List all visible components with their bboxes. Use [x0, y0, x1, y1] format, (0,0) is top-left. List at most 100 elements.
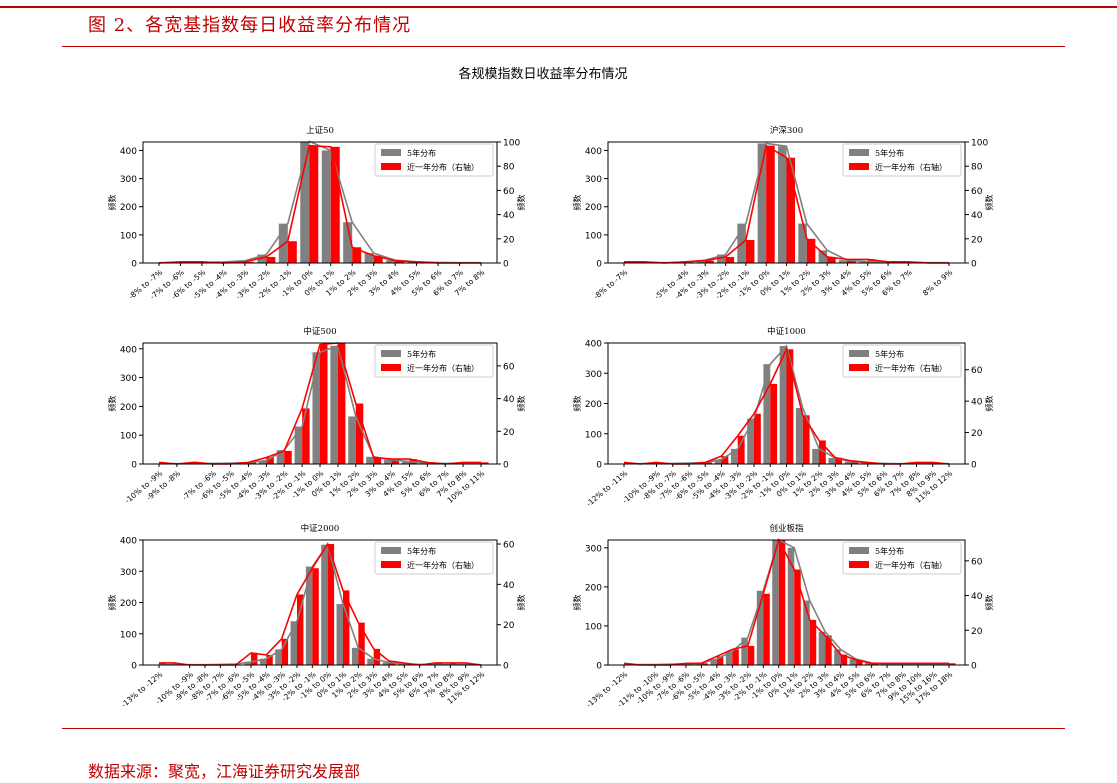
- bar-5yr: [384, 459, 392, 464]
- legend-swatch-5yr: [849, 149, 869, 156]
- x-tick-label: 8% to 9%: [921, 268, 954, 298]
- bar-1yr: [352, 247, 362, 263]
- bar-1yr: [701, 663, 708, 665]
- left-tick-label: 300: [120, 175, 137, 185]
- bar-5yr: [756, 590, 764, 665]
- bar-1yr: [794, 569, 801, 665]
- right-tick-label: 20: [971, 235, 983, 245]
- left-tick-label: 400: [120, 147, 137, 157]
- bar-1yr: [835, 457, 843, 464]
- right-tick-label: 40: [503, 211, 515, 221]
- left-tick-label: 0: [596, 662, 602, 672]
- bar-5yr: [258, 460, 267, 464]
- legend-swatch-5yr: [381, 547, 401, 554]
- right-tick-label: 80: [503, 163, 515, 173]
- right-tick-label: 0: [971, 461, 977, 471]
- bar-5yr: [865, 663, 872, 665]
- legend-swatch-5yr: [849, 350, 869, 357]
- bar-1yr: [297, 594, 304, 665]
- bar-1yr: [302, 408, 310, 464]
- bar-1yr: [481, 462, 489, 464]
- right-tick-label: 0: [503, 662, 509, 672]
- right-tick-label: 20: [971, 627, 983, 637]
- right-tick-label: 20: [503, 621, 515, 631]
- legend-label-1yr: 近一年分布（右轴）: [407, 560, 479, 570]
- bar-1yr: [705, 260, 714, 263]
- left-tick-label: 400: [120, 345, 137, 355]
- bar-5yr: [300, 141, 310, 263]
- legend-box: [374, 143, 494, 177]
- legend-box: [374, 541, 494, 575]
- legend-label-5yr: 5年分布: [875, 349, 904, 359]
- right-tick-label: 60: [503, 187, 515, 197]
- bar-1yr: [343, 590, 350, 665]
- right-tick-label: 0: [503, 461, 509, 471]
- left-tick-label: 100: [585, 231, 602, 241]
- bar-5yr: [725, 651, 733, 665]
- bar-5yr: [710, 659, 717, 665]
- bar-5yr: [803, 600, 810, 665]
- legend-swatch-1yr: [849, 561, 869, 568]
- plot-frame: [607, 539, 966, 666]
- bar-5yr: [366, 456, 374, 464]
- bar-1yr: [266, 256, 276, 263]
- left-tick-label: 0: [131, 662, 137, 672]
- legend-label-5yr: 5年分布: [875, 546, 904, 556]
- bar-5yr: [787, 547, 795, 665]
- bar-5yr: [367, 658, 374, 665]
- ylabel-right: 频数: [516, 595, 526, 611]
- ylabel-right: 频数: [516, 195, 526, 211]
- bar-5yr: [364, 253, 374, 263]
- bar-5yr: [779, 346, 787, 464]
- legend-label-1yr: 近一年分布（右轴）: [875, 363, 947, 373]
- bar-5yr: [278, 223, 288, 263]
- legend-swatch-1yr: [381, 561, 401, 568]
- bar-1yr: [809, 619, 817, 665]
- bar-1yr: [287, 241, 297, 263]
- legend-box: [842, 143, 962, 177]
- line-1yr: [623, 537, 949, 666]
- top-accent-line: [0, 6, 1117, 8]
- bar-1yr: [248, 462, 256, 464]
- bar-5yr: [795, 408, 803, 464]
- bar-1yr: [395, 260, 405, 263]
- right-tick-label: 20: [503, 428, 515, 438]
- bar-5yr: [386, 260, 396, 263]
- left-tick-label: 100: [585, 430, 602, 440]
- ylabel-left: 频数: [572, 595, 582, 611]
- left-tick-label: 300: [585, 370, 602, 380]
- left-tick-label: 300: [585, 175, 602, 185]
- line-1yr: [624, 144, 949, 264]
- right-tick-label: 100: [503, 139, 520, 149]
- right-tick-label: 40: [971, 398, 983, 408]
- bar-1yr: [266, 654, 273, 665]
- left-tick-label: 0: [596, 260, 602, 270]
- bar-5yr: [348, 416, 356, 464]
- legend-label-5yr: 5年分布: [407, 148, 436, 158]
- right-tick-label: 40: [971, 211, 983, 221]
- chart-title: 中证2000: [301, 523, 340, 534]
- bar-1yr: [705, 462, 713, 464]
- legend-label-1yr: 近一年分布（右轴）: [875, 162, 947, 172]
- left-tick-label: 0: [131, 461, 137, 471]
- legend-swatch-1yr: [381, 364, 401, 371]
- bar-1yr: [284, 450, 292, 464]
- bar-5yr: [844, 461, 852, 464]
- ylabel-left: 频数: [572, 195, 582, 211]
- bar-5yr: [859, 261, 868, 263]
- left-tick-label: 100: [120, 630, 137, 640]
- bar-1yr: [840, 654, 848, 665]
- bar-1yr: [871, 663, 879, 665]
- legend-swatch-1yr: [849, 364, 869, 371]
- bar-5yr: [321, 150, 331, 263]
- bar-5yr: [838, 260, 848, 263]
- right-tick-label: 80: [971, 163, 983, 173]
- bar-5yr: [777, 146, 787, 263]
- bar-1yr: [355, 403, 364, 464]
- right-tick-label: 40: [971, 592, 983, 602]
- legend-label-5yr: 5年分布: [875, 148, 904, 158]
